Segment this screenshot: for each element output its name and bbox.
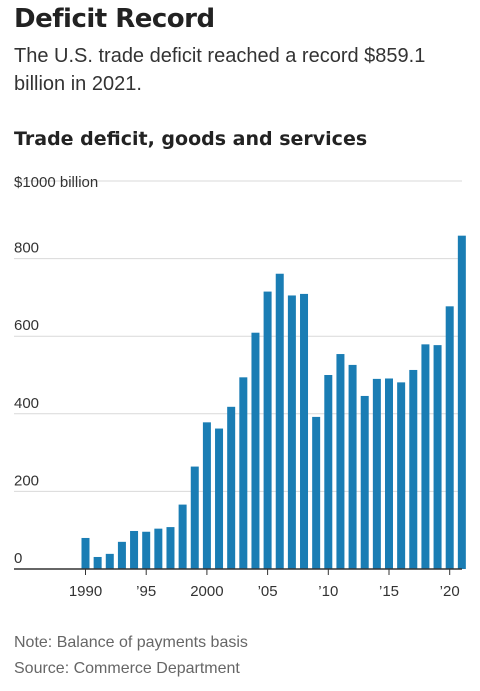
bar <box>349 365 357 569</box>
bar <box>94 557 102 569</box>
gridlines <box>14 181 462 491</box>
bar <box>458 236 466 569</box>
bar <box>373 379 381 569</box>
x-tick-label: ’05 <box>258 583 278 600</box>
bar <box>434 345 442 569</box>
x-tick-label: 1990 <box>69 583 102 600</box>
y-tick-labels: 0 200 400 600 800 <box>14 240 39 567</box>
bar <box>336 354 344 569</box>
bar <box>312 417 320 569</box>
bar <box>166 527 174 569</box>
bars <box>82 236 466 569</box>
bar <box>227 407 235 569</box>
dek-subtitle: The U.S. trade deficit reached a record … <box>14 42 469 98</box>
bar <box>215 429 223 569</box>
bar <box>300 294 308 569</box>
bar <box>239 377 247 569</box>
bar <box>361 396 369 569</box>
bar <box>385 378 393 569</box>
bar <box>82 538 90 569</box>
bar <box>251 333 259 569</box>
bar <box>179 505 187 569</box>
x-tick-label: ’20 <box>440 583 460 600</box>
y-tick-label: 200 <box>14 472 39 489</box>
bar <box>130 531 138 569</box>
bar <box>276 274 284 569</box>
bar <box>264 292 272 569</box>
y-tick-label: 400 <box>14 395 39 412</box>
bar-chart: $1000 billion 0 200 400 600 800 1990 ’95 2000 ’… <box>0 160 480 610</box>
bar <box>118 542 126 569</box>
bar <box>142 532 150 569</box>
bar <box>191 467 199 569</box>
x-tick-label: ’10 <box>318 583 338 600</box>
bar <box>421 344 429 569</box>
bar <box>397 382 405 569</box>
bar <box>154 529 162 569</box>
x-ticks: 1990 ’95 2000 ’05 ’10 ’15 ’20 <box>69 569 460 600</box>
bar <box>409 370 417 569</box>
bar <box>324 375 332 569</box>
bar <box>446 306 454 569</box>
x-tick-label: ’15 <box>379 583 399 600</box>
bar <box>203 422 211 569</box>
bar <box>288 295 296 569</box>
y-unit-label: $1000 billion <box>14 174 98 191</box>
y-tick-label: 0 <box>14 550 22 567</box>
x-tick-label: ’95 <box>136 583 156 600</box>
y-tick-label: 800 <box>14 240 39 257</box>
note-text: Note: Balance of payments basis <box>14 630 248 656</box>
footnotes: Note: Balance of payments basis Source: … <box>14 630 248 682</box>
headline: Deficit Record <box>14 4 215 34</box>
source-text: Source: Commerce Department <box>14 656 248 682</box>
bar <box>106 554 114 569</box>
chart-title: Trade deficit, goods and services <box>14 128 367 150</box>
y-tick-label: 600 <box>14 317 39 334</box>
x-tick-label: 2000 <box>190 583 223 600</box>
